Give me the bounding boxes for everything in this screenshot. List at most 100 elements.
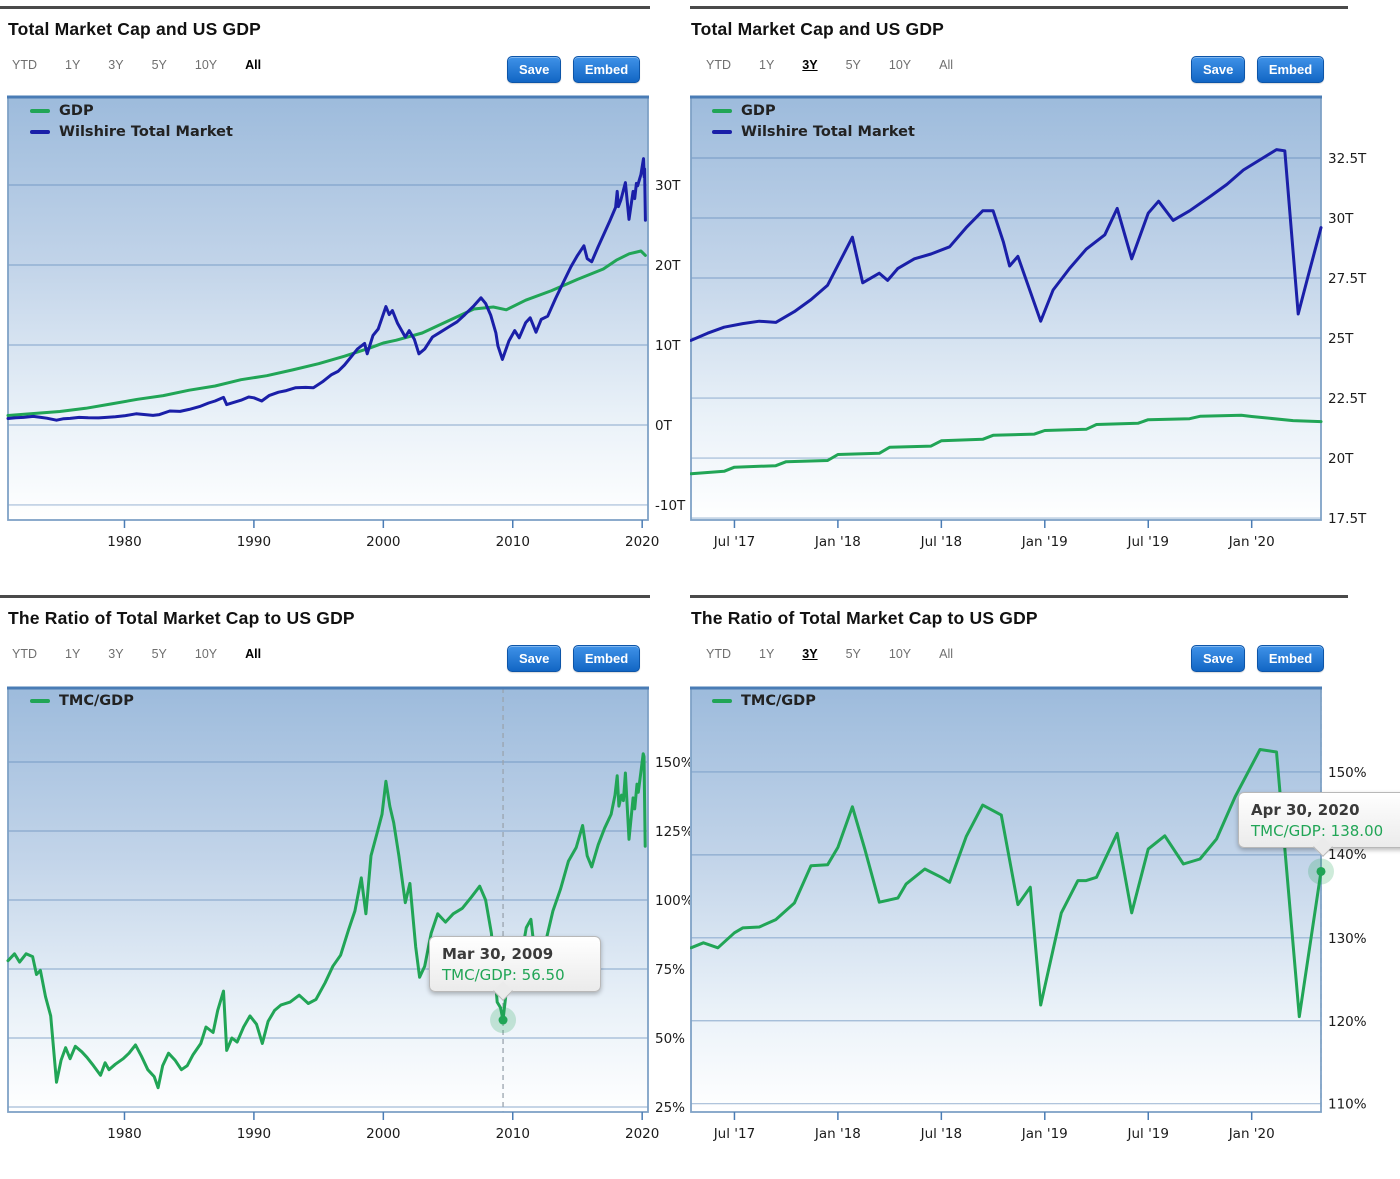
range-tab-5y[interactable]: 5Y <box>151 647 167 661</box>
svg-text:2000: 2000 <box>366 1126 400 1142</box>
range-tab-3y[interactable]: 3Y <box>108 58 124 72</box>
range-tab-10y[interactable]: 10Y <box>194 58 218 72</box>
chart-legend: GDP Wilshire Total Market <box>712 103 915 145</box>
chart-plot[interactable]: Jul '17 Jan '18 Jul '18 Jan '19 Jul '19 Jan '… <box>690 90 1400 565</box>
legend-item[interactable]: Wilshire Total Market <box>30 124 233 140</box>
svg-text:2010: 2010 <box>496 534 530 550</box>
chart-actions: Save Embed <box>507 645 647 672</box>
chart-tooltip: Apr 30, 2020 TMC/GDP: 138.00 <box>1238 792 1400 857</box>
range-tab-ytd[interactable]: YTD <box>12 647 37 661</box>
legend-label: Wilshire Total Market <box>741 124 915 140</box>
range-tab-ytd[interactable]: YTD <box>706 647 731 661</box>
chart-actions: Save Embed <box>1191 56 1331 83</box>
svg-text:Jan '20: Jan '20 <box>1228 1126 1275 1142</box>
range-tab-3y[interactable]: 3Y <box>802 58 818 72</box>
range-tab-ytd[interactable]: YTD <box>706 58 731 72</box>
chart-plot[interactable]: 1980 1990 2000 2010 2020 30T 20T 10T 0T -10T <box>0 90 690 565</box>
svg-text:Jul '17: Jul '17 <box>713 534 755 550</box>
legend-swatch <box>30 130 50 134</box>
tooltip-value: TMC/GDP: 138.00 <box>1251 822 1384 840</box>
range-tab-all[interactable]: All <box>245 647 262 661</box>
chart-actions: Save Embed <box>1191 645 1331 672</box>
range-tab-5y[interactable]: 5Y <box>151 58 167 72</box>
svg-text:150%: 150% <box>1328 765 1367 781</box>
range-tab-1y[interactable]: 1Y <box>759 58 775 72</box>
embed-button[interactable]: Embed <box>1256 645 1325 672</box>
panel-divider <box>0 6 650 9</box>
chart-title: Total Market Cap and US GDP <box>8 19 262 39</box>
save-button[interactable]: Save <box>1191 56 1246 83</box>
legend-item[interactable]: TMC/GDP <box>712 693 816 709</box>
range-tab-3y[interactable]: 3Y <box>108 647 124 661</box>
range-tabs: YTD 1Y 3Y 5Y 10Y All <box>706 647 953 661</box>
chart-tooltip: Mar 30, 2009 TMC/GDP: 56.50 <box>429 936 601 1001</box>
chart-title: The Ratio of Total Market Cap to US GDP <box>691 608 1038 628</box>
legend-swatch <box>30 699 50 703</box>
range-tab-ytd[interactable]: YTD <box>12 58 37 72</box>
save-button[interactable]: Save <box>507 56 562 83</box>
embed-button[interactable]: Embed <box>1256 56 1325 83</box>
svg-text:1990: 1990 <box>237 534 271 550</box>
svg-text:20T: 20T <box>1328 451 1354 467</box>
range-tab-1y[interactable]: 1Y <box>65 58 81 72</box>
chart-panel-tmc-gdp-3y: Total Market Cap and US GDP YTD 1Y 3Y 5Y… <box>690 0 1400 589</box>
svg-text:130%: 130% <box>1328 931 1367 947</box>
svg-text:27.5T: 27.5T <box>1328 271 1367 287</box>
chart-title: Total Market Cap and US GDP <box>691 19 945 39</box>
chart-legend: GDP Wilshire Total Market <box>30 103 233 145</box>
range-tab-10y[interactable]: 10Y <box>888 58 912 72</box>
svg-text:110%: 110% <box>1328 1097 1367 1113</box>
range-tab-all[interactable]: All <box>939 58 954 72</box>
chart-panel-ratio-all: The Ratio of Total Market Cap to US GDP … <box>0 589 690 1179</box>
legend-label: GDP <box>59 103 94 119</box>
legend-label: GDP <box>741 103 776 119</box>
svg-text:-10T: -10T <box>655 498 686 514</box>
svg-text:Jan '19: Jan '19 <box>1021 534 1068 550</box>
svg-text:2020: 2020 <box>625 1126 659 1142</box>
legend-item[interactable]: GDP <box>712 103 915 119</box>
svg-text:2020: 2020 <box>625 534 659 550</box>
svg-text:Jul '19: Jul '19 <box>1126 534 1168 550</box>
y-axis-label-overlay: 140% <box>1328 847 1367 863</box>
svg-text:2010: 2010 <box>496 1126 530 1142</box>
save-button[interactable]: Save <box>1191 645 1246 672</box>
legend-swatch <box>712 699 732 703</box>
range-tab-10y[interactable]: 10Y <box>888 647 912 661</box>
svg-text:17.5T: 17.5T <box>1328 511 1367 527</box>
chart-plot[interactable]: 1980 1990 2000 2010 2020 150% 125% 100% 75% 50% 25… <box>0 680 690 1155</box>
range-tab-1y[interactable]: 1Y <box>759 647 775 661</box>
tooltip-value: TMC/GDP: 56.50 <box>442 966 565 984</box>
svg-text:100%: 100% <box>655 893 690 909</box>
save-button[interactable]: Save <box>507 645 562 672</box>
chart-actions: Save Embed <box>507 56 647 83</box>
chart-title: The Ratio of Total Market Cap to US GDP <box>8 608 355 628</box>
legend-swatch <box>30 109 50 113</box>
range-tab-5y[interactable]: 5Y <box>845 647 861 661</box>
chart-panel-tmc-gdp-all: Total Market Cap and US GDP YTD 1Y 3Y 5Y… <box>0 0 690 589</box>
range-tab-3y[interactable]: 3Y <box>802 647 818 661</box>
range-tab-10y[interactable]: 10Y <box>194 647 218 661</box>
svg-text:20T: 20T <box>655 258 681 274</box>
legend-item[interactable]: GDP <box>30 103 233 119</box>
svg-text:1980: 1980 <box>107 1126 141 1142</box>
range-tab-1y[interactable]: 1Y <box>65 647 81 661</box>
svg-text:Jan '18: Jan '18 <box>814 534 861 550</box>
embed-button[interactable]: Embed <box>572 56 641 83</box>
panel-divider <box>690 595 1348 598</box>
chart-legend: TMC/GDP <box>30 693 134 714</box>
svg-text:1990: 1990 <box>237 1126 271 1142</box>
panel-divider <box>690 6 1348 9</box>
range-tab-all[interactable]: All <box>939 647 954 661</box>
svg-text:2000: 2000 <box>366 534 400 550</box>
legend-item[interactable]: Wilshire Total Market <box>712 124 915 140</box>
range-tab-all[interactable]: All <box>245 58 262 72</box>
range-tabs: YTD 1Y 3Y 5Y 10Y All <box>12 58 261 72</box>
range-tab-5y[interactable]: 5Y <box>845 58 861 72</box>
legend-swatch <box>712 109 732 113</box>
embed-button[interactable]: Embed <box>572 645 641 672</box>
legend-label: TMC/GDP <box>59 693 134 709</box>
legend-item[interactable]: TMC/GDP <box>30 693 134 709</box>
chart-plot[interactable]: Jul '17 Jan '18 Jul '18 Jan '19 Jul '19 Jan '… <box>690 680 1400 1155</box>
svg-text:50%: 50% <box>655 1031 685 1047</box>
tooltip-date: Apr 30, 2020 <box>1251 801 1360 819</box>
